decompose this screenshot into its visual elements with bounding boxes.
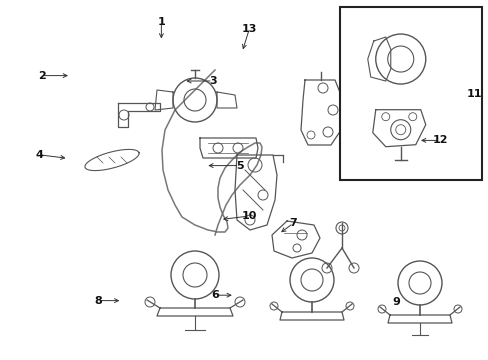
Text: 9: 9 (391, 297, 399, 307)
Text: 1: 1 (157, 17, 165, 27)
Text: 8: 8 (94, 296, 102, 306)
Text: 10: 10 (241, 211, 257, 221)
Text: 5: 5 (235, 161, 243, 171)
Bar (339, 7, 481, 180)
Text: 4: 4 (35, 150, 43, 160)
Text: 6: 6 (211, 290, 219, 300)
Text: 2: 2 (38, 71, 45, 81)
Text: 12: 12 (431, 135, 447, 145)
Text: 3: 3 (208, 76, 216, 86)
Text: 11: 11 (466, 89, 481, 99)
Text: 13: 13 (241, 24, 257, 34)
Text: 7: 7 (289, 218, 297, 228)
